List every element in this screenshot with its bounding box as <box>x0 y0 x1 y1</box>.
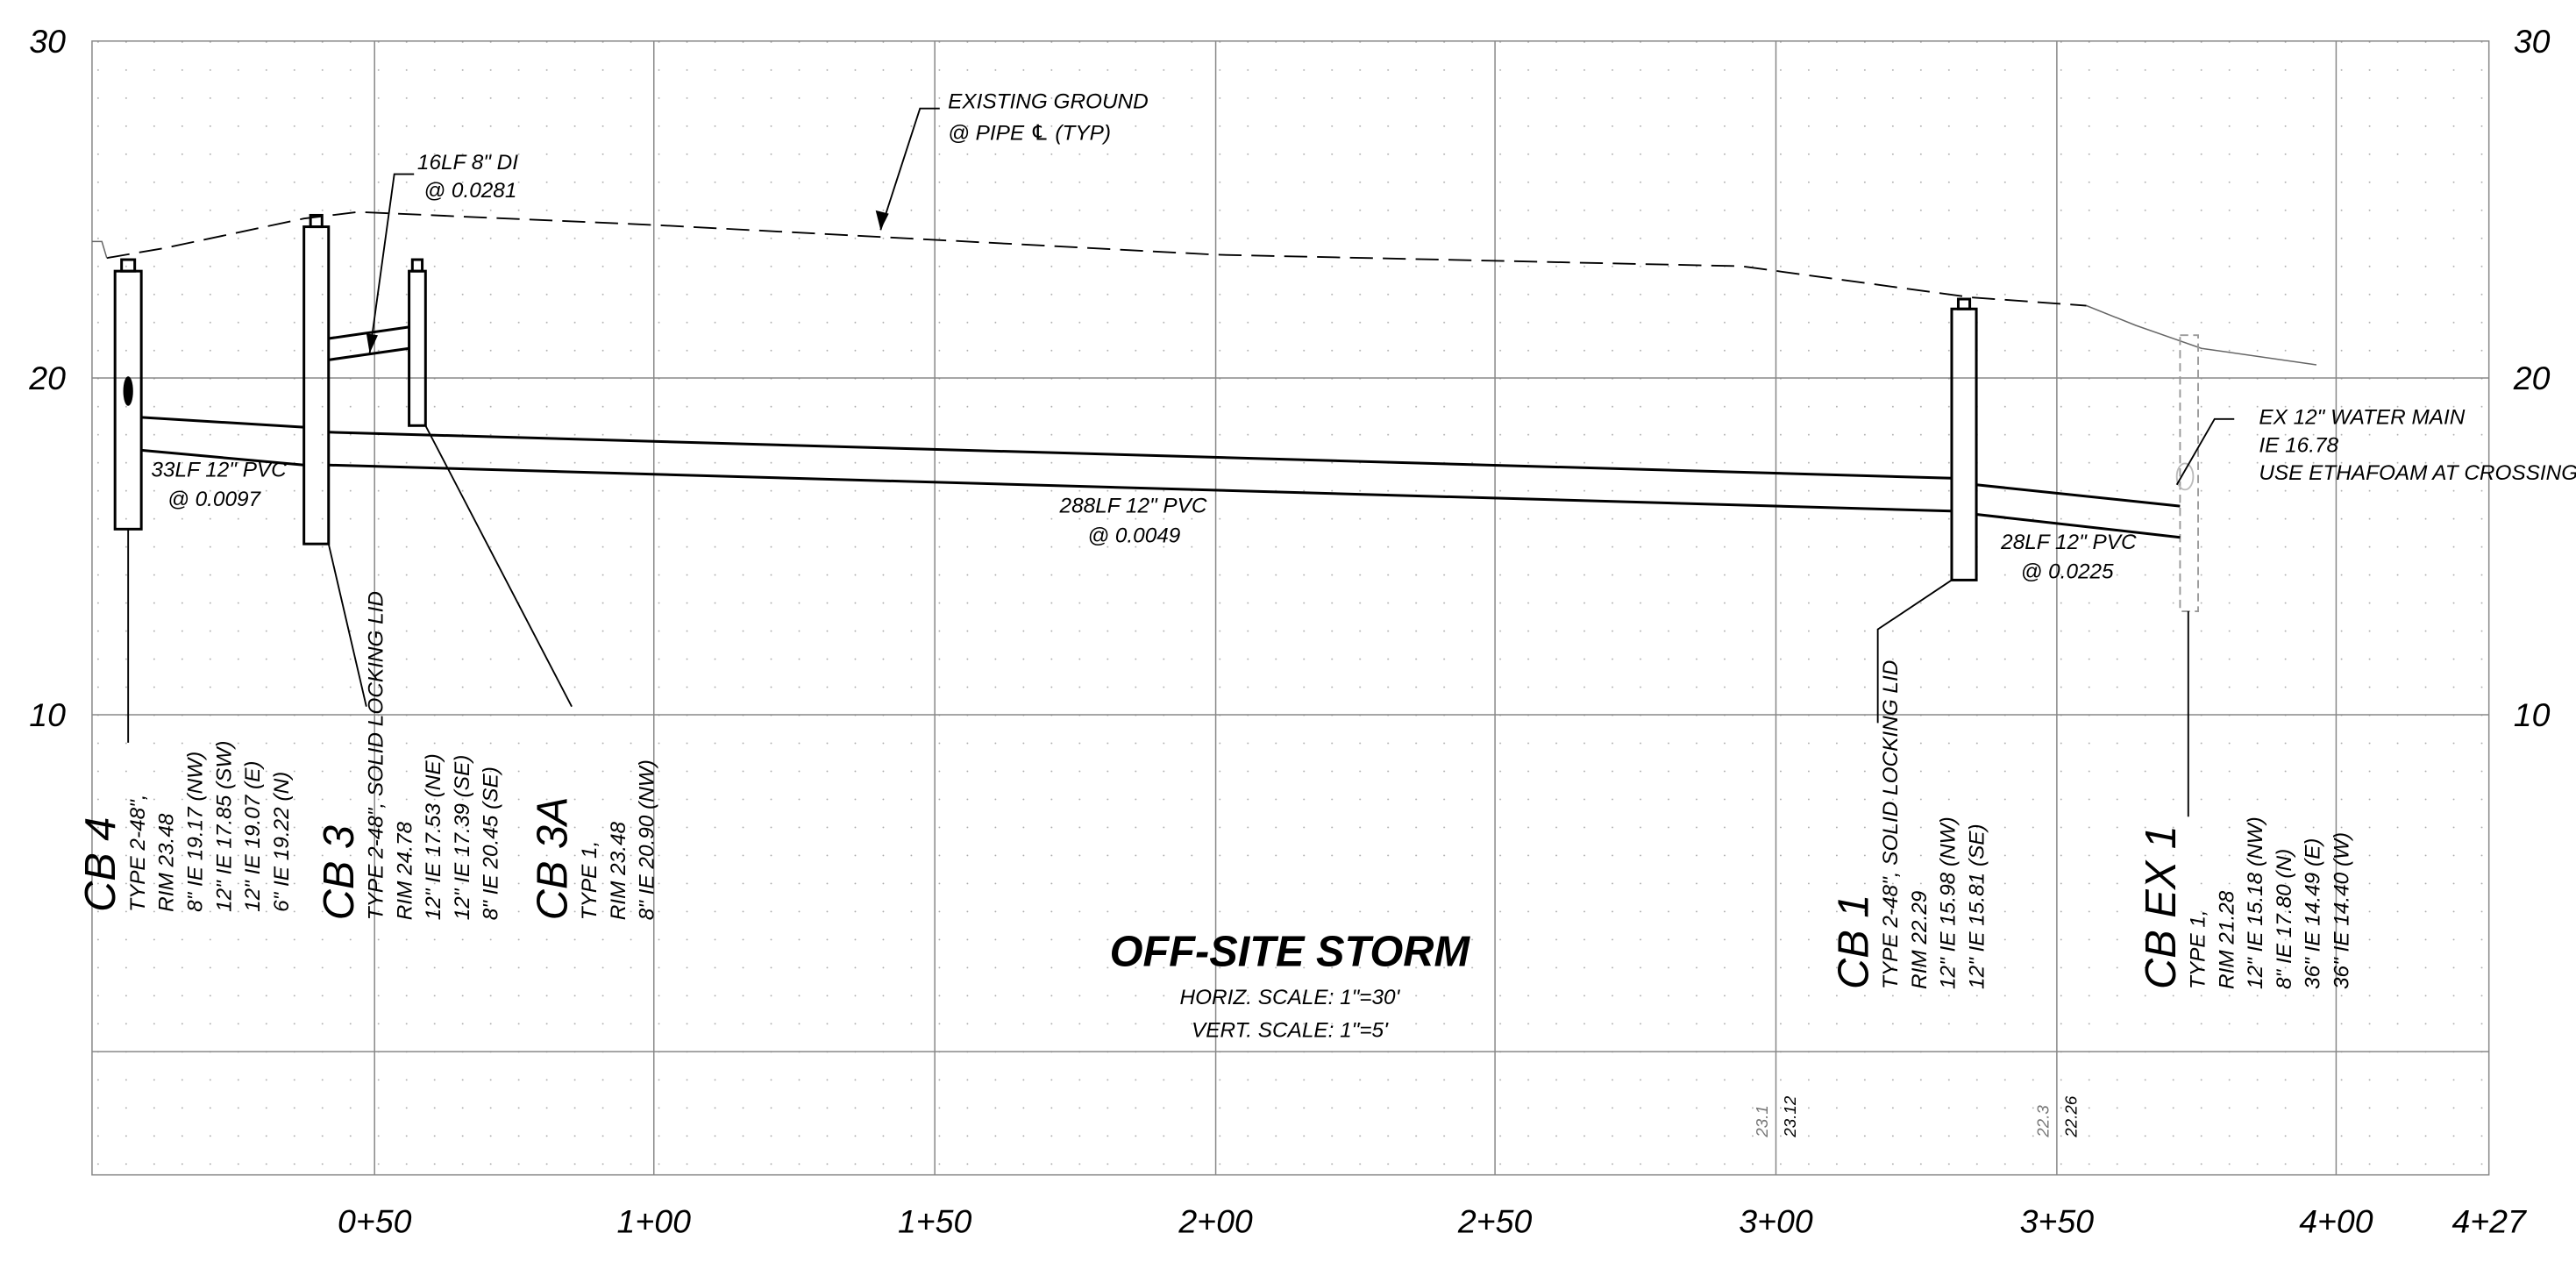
structure-name: CB EX 1 <box>2138 825 2185 989</box>
note: @ 0.0281 <box>423 179 516 203</box>
existing-elevation: 22.3 <box>2034 1105 2053 1138</box>
structure-detail: 8" IE 20.90 (NW) <box>636 759 659 920</box>
structure-detail: RIM 24.78 <box>393 822 416 921</box>
profile-drawing: 30 20 10 30 20 10 0+50 1+00 1+50 2+00 2+50 3+00 3+50… <box>0 0 2576 1262</box>
structure-detail: RIM 23.48 <box>607 822 630 921</box>
station-label: 2+50 <box>1457 1202 1533 1239</box>
pipe-slope: @ 0.0225 <box>2021 560 2114 584</box>
structure-detail: 36" IE 14.49 (E) <box>2302 838 2325 989</box>
station-label: 0+50 <box>338 1202 412 1239</box>
station-label: 1+50 <box>898 1202 972 1239</box>
pipe-label: 288LF 12" PVC <box>1059 495 1207 518</box>
structure-detail: RIM 22.29 <box>1908 890 1932 989</box>
structure-detail: 12" IE 15.98 (NW) <box>1937 816 1960 989</box>
proposed-elevation: 22.26 <box>2061 1095 2080 1137</box>
structure-detail: 8" IE 20.45 (SE) <box>480 766 503 920</box>
structure-detail: 6" IE 19.22 (N) <box>270 772 294 912</box>
proposed-elevation: 23.12 <box>1781 1095 1799 1137</box>
pipe-slope: @ 0.0049 <box>1087 524 1180 547</box>
station-label: 4+27 <box>2451 1202 2527 1239</box>
structure-detail: TYPE 2-48", SOLID LOCKING LID <box>1879 660 1903 989</box>
elevation-label: 10 <box>29 696 66 733</box>
structure-detail: 12" IE 15.18 (NW) <box>2244 816 2267 989</box>
note: USE ETHAFOAM AT CROSSING <box>2259 461 2576 485</box>
structure-detail: 8" IE 17.80 (N) <box>2273 849 2296 989</box>
elevation-label: 20 <box>28 360 66 396</box>
structure-detail: 12" IE 17.39 (SE) <box>451 755 474 921</box>
structure-name: CB 1 <box>1830 895 1877 989</box>
scale: VERT. SCALE: 1"=5' <box>1192 1018 1389 1042</box>
elevation-label: 30 <box>29 23 66 60</box>
note: EX 12" WATER MAIN <box>2259 405 2465 429</box>
note: EXISTING GROUND <box>948 90 1149 114</box>
structure-detail: 12" IE 17.53 (NE) <box>422 753 445 920</box>
existing-elevation: 23.1 <box>1753 1105 1771 1137</box>
scale: HORIZ. SCALE: 1"=30' <box>1179 986 1400 1009</box>
station-label: 2+00 <box>1178 1202 1253 1239</box>
note: @ PIPE ℄ (TYP) <box>948 121 1111 145</box>
structure-detail: RIM 23.48 <box>155 813 179 912</box>
elevation-label: 30 <box>2514 23 2551 60</box>
structure-detail: 12" IE 17.85 (SW) <box>212 741 236 912</box>
structure-detail: 8" IE 19.17 (NW) <box>183 752 207 912</box>
structure-detail: RIM 21.28 <box>2215 890 2238 989</box>
station-label: 1+00 <box>617 1202 692 1239</box>
structure-name: CB 3 <box>316 825 363 920</box>
structure-name: CB 3A <box>529 797 576 921</box>
structure-detail: TYPE 1, <box>2187 909 2210 989</box>
structure-detail: TYPE 2-48", <box>126 794 150 911</box>
note: 16LF 8" DI <box>417 151 518 175</box>
structure-name: CB 4 <box>77 817 125 912</box>
structure-detail: 36" IE 14.40 (W) <box>2330 832 2353 989</box>
elevation-label: 20 <box>2513 360 2551 396</box>
structure-detail: 12" IE 15.81 (SE) <box>1966 824 1989 989</box>
title: OFF-SITE STORM <box>1110 929 1471 976</box>
pipe-slope: @ 0.0097 <box>167 488 261 511</box>
note: IE 16.78 <box>2259 433 2338 457</box>
structure-detail: TYPE 1, <box>578 841 601 921</box>
station-label: 3+50 <box>2020 1202 2095 1239</box>
structure-detail: 12" IE 19.07 (E) <box>241 761 265 912</box>
station-label: 4+00 <box>2299 1202 2373 1239</box>
pipe-label: 28LF 12" PVC <box>2000 531 2137 554</box>
structure-detail: TYPE 2-48", SOLID LOCKING LID <box>365 591 388 920</box>
station-label: 3+00 <box>1739 1202 1813 1239</box>
pipe-label: 33LF 12" PVC <box>151 458 287 481</box>
elevation-label: 10 <box>2514 696 2551 733</box>
